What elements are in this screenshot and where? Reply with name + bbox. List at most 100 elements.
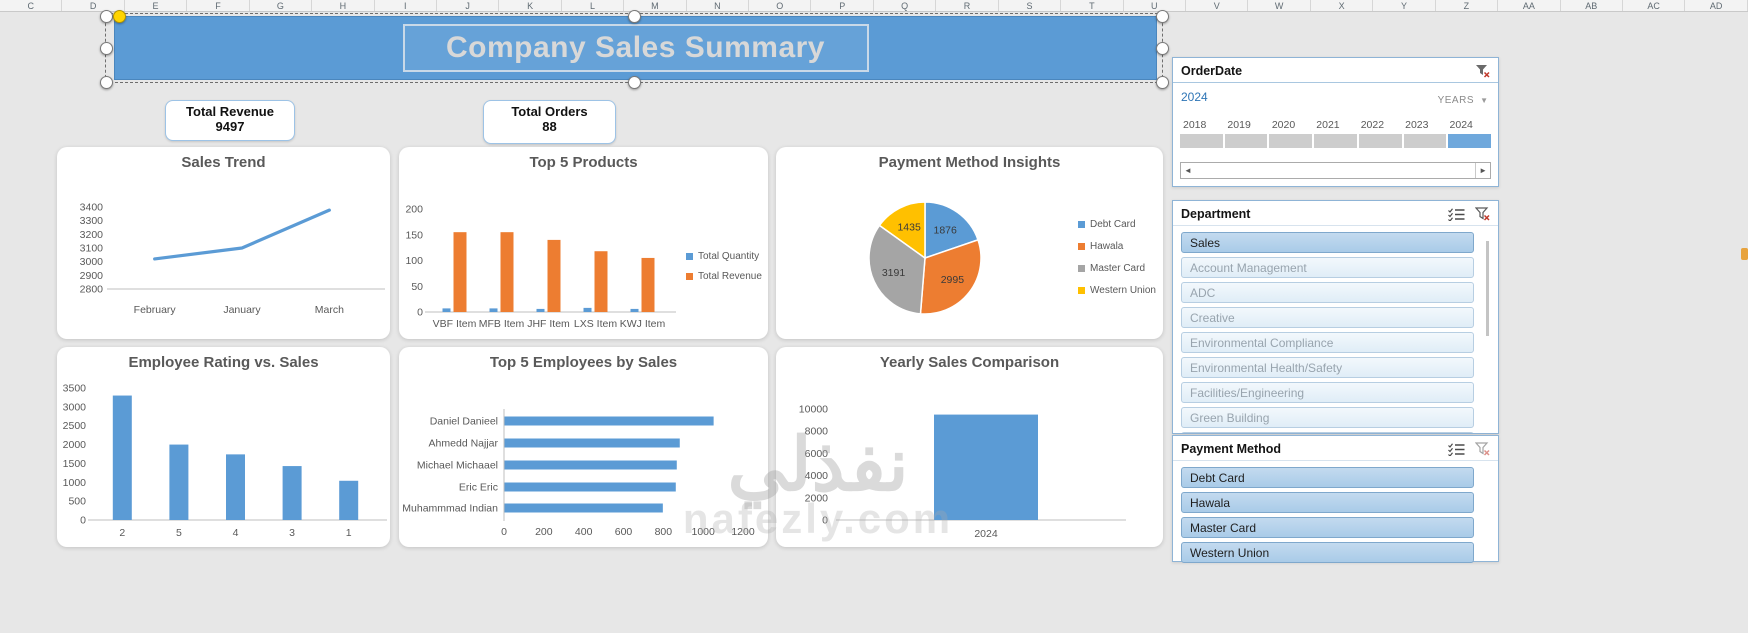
- slicer-item-sales[interactable]: Sales: [1181, 232, 1474, 253]
- slicer-item-environmental-health-safety[interactable]: Environmental Health/Safety: [1181, 357, 1474, 378]
- multi-select-icon[interactable]: [1448, 442, 1465, 456]
- svg-text:5: 5: [176, 527, 182, 539]
- timeline-scrollbar[interactable]: ◄ ►: [1180, 162, 1491, 179]
- svg-text:VBF Item: VBF Item: [433, 318, 477, 330]
- timeline-tile-2019[interactable]: [1224, 134, 1268, 148]
- svg-text:6000: 6000: [805, 448, 829, 460]
- svg-text:Ahmedd Najjar: Ahmedd Najjar: [429, 438, 499, 450]
- timeline-tile-2024[interactable]: [1448, 134, 1492, 148]
- svg-text:1000: 1000: [63, 477, 87, 489]
- scroll-left-icon[interactable]: ◄: [1184, 166, 1192, 175]
- timeline-tile-2023[interactable]: [1403, 134, 1447, 148]
- slicer-item-master-card[interactable]: Master Card: [1181, 517, 1474, 538]
- column-header-m[interactable]: M: [624, 0, 687, 11]
- adjust-handle[interactable]: [112, 9, 126, 23]
- legend-swatch: [686, 253, 693, 260]
- clear-filter-icon[interactable]: [1475, 442, 1490, 456]
- column-header-p[interactable]: P: [811, 0, 874, 11]
- dropdown-arrow-icon[interactable]: ▼: [1480, 96, 1488, 105]
- clear-filter-icon[interactable]: [1475, 64, 1490, 78]
- slicer-item-environmental-compliance[interactable]: Environmental Compliance: [1181, 332, 1474, 353]
- selection-handle[interactable]: [99, 41, 113, 55]
- slicer-item-account-management[interactable]: Account Management: [1181, 257, 1474, 278]
- slicer-item-western-union[interactable]: Western Union: [1181, 542, 1474, 563]
- selection-handle[interactable]: [99, 9, 113, 23]
- column-header-aa[interactable]: AA: [1498, 0, 1561, 11]
- kpi-total-revenue[interactable]: Total Revenue 9497: [165, 100, 295, 141]
- timeline-tile-2018[interactable]: [1180, 134, 1223, 148]
- column-header-x[interactable]: X: [1311, 0, 1374, 11]
- column-header-ac[interactable]: AC: [1623, 0, 1686, 11]
- column-header-v[interactable]: V: [1186, 0, 1249, 11]
- clear-filter-icon[interactable]: [1475, 207, 1490, 221]
- top5-products-card[interactable]: Top 5 Products 0 50 100 150 200 VBF Item MFB I…: [399, 147, 768, 339]
- svg-text:1000: 1000: [691, 526, 715, 538]
- selection-handle[interactable]: [627, 9, 641, 23]
- timeline-tile-2022[interactable]: [1358, 134, 1402, 148]
- kpi-total-orders[interactable]: Total Orders 88: [483, 100, 616, 144]
- legend-swatch: [1078, 287, 1085, 294]
- column-header-ad[interactable]: AD: [1685, 0, 1748, 11]
- slicer-item-creative[interactable]: Creative: [1181, 307, 1474, 328]
- selection-handle[interactable]: [1155, 75, 1169, 89]
- svg-text:500: 500: [68, 496, 86, 508]
- slicer-item-debt-card[interactable]: Debt Card: [1181, 467, 1474, 488]
- top5-employees-card[interactable]: Top 5 Employees by Sales Daniel Danieel A…: [399, 347, 768, 547]
- column-header-o[interactable]: O: [749, 0, 812, 11]
- column-header-q[interactable]: Q: [874, 0, 937, 11]
- svg-text:200: 200: [405, 204, 423, 216]
- column-header-c[interactable]: C: [0, 0, 63, 11]
- column-header-y[interactable]: Y: [1373, 0, 1436, 11]
- svg-text:JHF Item: JHF Item: [527, 318, 570, 330]
- column-header-w[interactable]: W: [1248, 0, 1311, 11]
- svg-text:KWJ Item: KWJ Item: [620, 318, 666, 330]
- slicer-item-clipped[interactable]: [1181, 432, 1474, 433]
- selection-handle[interactable]: [1155, 41, 1169, 55]
- column-header-l[interactable]: L: [562, 0, 625, 11]
- svg-text:1200: 1200: [731, 526, 755, 538]
- slicer-item-green-building[interactable]: Green Building: [1181, 407, 1474, 428]
- timeline-tile-2020[interactable]: [1269, 134, 1313, 148]
- dashboard-title: Company Sales Summary: [446, 31, 825, 64]
- sales-trend-card[interactable]: Sales Trend 2800 2900 3000 3100 3200 3300 3400…: [57, 147, 390, 339]
- column-header-t[interactable]: T: [1061, 0, 1124, 11]
- title-banner[interactable]: Company Sales Summary: [114, 16, 1157, 80]
- department-scrollbar[interactable]: [1486, 241, 1489, 336]
- selection-handle[interactable]: [99, 75, 113, 89]
- timeline-title: OrderDate: [1181, 64, 1243, 78]
- payment-insights-card[interactable]: Payment Method Insights 1876 2995 3191 1435…: [776, 147, 1163, 339]
- column-header-s[interactable]: S: [999, 0, 1062, 11]
- column-header-f[interactable]: F: [187, 0, 250, 11]
- column-header-n[interactable]: N: [687, 0, 750, 11]
- column-header-d[interactable]: D: [62, 0, 125, 11]
- column-header-r[interactable]: R: [936, 0, 999, 11]
- employee-rating-card[interactable]: Employee Rating vs. Sales 0 500 1000 1500 20…: [57, 347, 390, 547]
- svg-text:MFB Item: MFB Item: [479, 318, 525, 330]
- slicer-item-adc[interactable]: ADC: [1181, 282, 1474, 303]
- column-header-g[interactable]: G: [250, 0, 313, 11]
- title-textbox[interactable]: Company Sales Summary: [402, 24, 869, 72]
- slicer-item-hawala[interactable]: Hawala: [1181, 492, 1474, 513]
- column-header-u[interactable]: U: [1124, 0, 1187, 11]
- column-header-i[interactable]: I: [375, 0, 437, 11]
- column-header-k[interactable]: K: [499, 0, 562, 11]
- scroll-right-icon[interactable]: ►: [1475, 163, 1490, 178]
- selection-handle[interactable]: [1155, 9, 1169, 23]
- yearly-comparison-chart: 0 2000 4000 6000 8000 10000 2024: [799, 404, 1126, 540]
- column-header-j[interactable]: J: [437, 0, 500, 11]
- timeline-tile-2021[interactable]: [1314, 134, 1357, 148]
- multi-select-icon[interactable]: [1448, 207, 1465, 221]
- column-header-ab[interactable]: AB: [1561, 0, 1623, 11]
- column-header-h[interactable]: H: [312, 0, 375, 11]
- column-header-z[interactable]: Z: [1436, 0, 1499, 11]
- payment-slicer-title: Payment Method: [1181, 442, 1282, 456]
- selection-handle[interactable]: [627, 75, 641, 89]
- timeline-tiles: [1173, 134, 1498, 148]
- column-header-e[interactable]: E: [125, 0, 188, 11]
- yearly-comparison-card[interactable]: Yearly Sales Comparison 0 2000 4000 6000 800…: [776, 347, 1163, 547]
- chart-title: Top 5 Products: [529, 154, 638, 171]
- timeline-granularity[interactable]: YEARS: [1437, 95, 1474, 106]
- slicer-item-facilities-engineering[interactable]: Facilities/Engineering: [1181, 382, 1474, 403]
- svg-text:2995: 2995: [941, 274, 965, 286]
- legend-item: Debt Card: [1078, 219, 1156, 230]
